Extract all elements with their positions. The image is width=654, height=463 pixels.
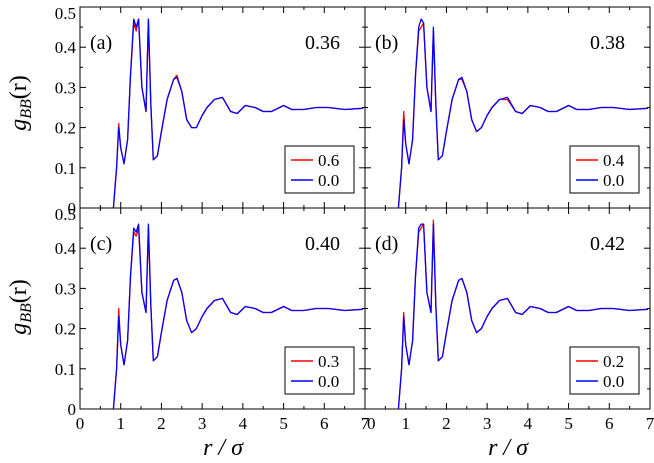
legend-label: 0.4 bbox=[603, 151, 625, 170]
panel: 0 1 2 3 4 5 6 7 (d) 0.42 0.20.0 bbox=[364, 207, 654, 433]
panel: 0 1 2 3 4 5 6 700.10.20.30.40.5(c) 0.400.30.0 bbox=[55, 205, 370, 433]
y-axis-label-main: g bbox=[6, 323, 32, 335]
legend-frame bbox=[284, 346, 355, 395]
y-axis-label-sub: BB bbox=[18, 303, 35, 323]
panel: (b) 0.38 0.40.0 bbox=[364, 6, 651, 209]
x-tick-label: 3 bbox=[198, 414, 207, 433]
panel-label: (a) bbox=[90, 32, 112, 54]
svg-text:gBB(r): gBB(r) bbox=[6, 279, 35, 335]
x-tick-label: 7 bbox=[646, 414, 654, 433]
x-tick-label: 2 bbox=[157, 414, 166, 433]
x-tick-label: 7 bbox=[361, 414, 370, 433]
legend-label: 0.0 bbox=[603, 171, 624, 190]
legend: 0.20.0 bbox=[569, 346, 640, 395]
x-tick-label: 6 bbox=[320, 414, 329, 433]
panel-annotation: 0.42 bbox=[590, 233, 625, 255]
legend-label: 0.3 bbox=[318, 352, 339, 371]
y-tick-label: 0.5 bbox=[55, 4, 76, 23]
x-tick-label: 4 bbox=[524, 414, 533, 433]
series-line bbox=[397, 223, 649, 409]
y-axis-label-lower: gBB(r) bbox=[6, 279, 35, 335]
y-tick-label: 0.4 bbox=[55, 38, 77, 57]
legend-label: 0.0 bbox=[318, 372, 339, 391]
x-tick-label: 1 bbox=[116, 414, 125, 433]
x-axis-label-left: r / σ bbox=[203, 435, 244, 461]
panel-label: (c) bbox=[90, 233, 112, 255]
legend: 0.60.0 bbox=[284, 145, 355, 194]
y-axis-label-arg: (r) bbox=[6, 75, 32, 99]
x-tick-label: 3 bbox=[483, 414, 492, 433]
legend-label: 0.6 bbox=[318, 151, 339, 170]
y-axis-label-arg: (r) bbox=[6, 279, 32, 303]
series-line bbox=[397, 18, 649, 208]
y-tick-label: 0.4 bbox=[55, 239, 77, 258]
y-axis-label-upper: gBB(r) bbox=[6, 75, 35, 131]
y-tick-label: 0 bbox=[68, 199, 77, 218]
legend: 0.30.0 bbox=[284, 346, 355, 395]
y-tick-label: 0.1 bbox=[55, 159, 76, 178]
panel-annotation: 0.38 bbox=[590, 32, 625, 54]
series-line bbox=[112, 223, 364, 409]
y-axis-label-sub: BB bbox=[18, 99, 35, 119]
legend-frame bbox=[569, 346, 640, 395]
panel: 0 0.1 0.2 0.3 0.4 0.5 (a) 0.36 0.60.0 bbox=[55, 4, 366, 218]
y-tick-label: 0.5 bbox=[55, 205, 76, 224]
y-tick-label: 0.2 bbox=[55, 320, 76, 339]
y-tick-label: 0.3 bbox=[55, 78, 76, 97]
series-line bbox=[112, 18, 364, 208]
y-tick-label: 0.1 bbox=[55, 360, 76, 379]
legend-label: 0.0 bbox=[318, 171, 339, 190]
legend: 0.40.0 bbox=[569, 145, 640, 194]
x-tick-label: 1 bbox=[401, 414, 410, 433]
x-tick-label: 2 bbox=[442, 414, 451, 433]
y-tick-label: 0.2 bbox=[55, 119, 76, 138]
x-tick-label: 5 bbox=[279, 414, 288, 433]
legend-label: 0.2 bbox=[603, 352, 624, 371]
x-tick-label: 0 bbox=[76, 414, 85, 433]
legend-frame bbox=[569, 145, 640, 194]
legend-label: 0.0 bbox=[603, 372, 624, 391]
x-tick-label: 5 bbox=[564, 414, 573, 433]
x-tick-label: 6 bbox=[605, 414, 614, 433]
panel-annotation: 0.36 bbox=[305, 32, 340, 54]
panel-annotation: 0.40 bbox=[305, 233, 340, 255]
x-tick-label: 0 bbox=[367, 414, 376, 433]
x-tick-label: 4 bbox=[239, 414, 248, 433]
y-tick-label: 0 bbox=[68, 400, 77, 419]
panel-label: (d) bbox=[375, 233, 398, 255]
panel-label: (b) bbox=[375, 32, 398, 54]
y-axis-label-main: g bbox=[6, 119, 32, 131]
y-tick-label: 0.3 bbox=[55, 279, 76, 298]
panels: 00.10.20.30.40.5(a) 0.360.60.0(b) 0.380.40… bbox=[55, 4, 654, 433]
x-axis-label-right: r / σ bbox=[488, 435, 529, 461]
legend-frame bbox=[284, 145, 355, 194]
svg-text:gBB(r): gBB(r) bbox=[6, 75, 35, 131]
